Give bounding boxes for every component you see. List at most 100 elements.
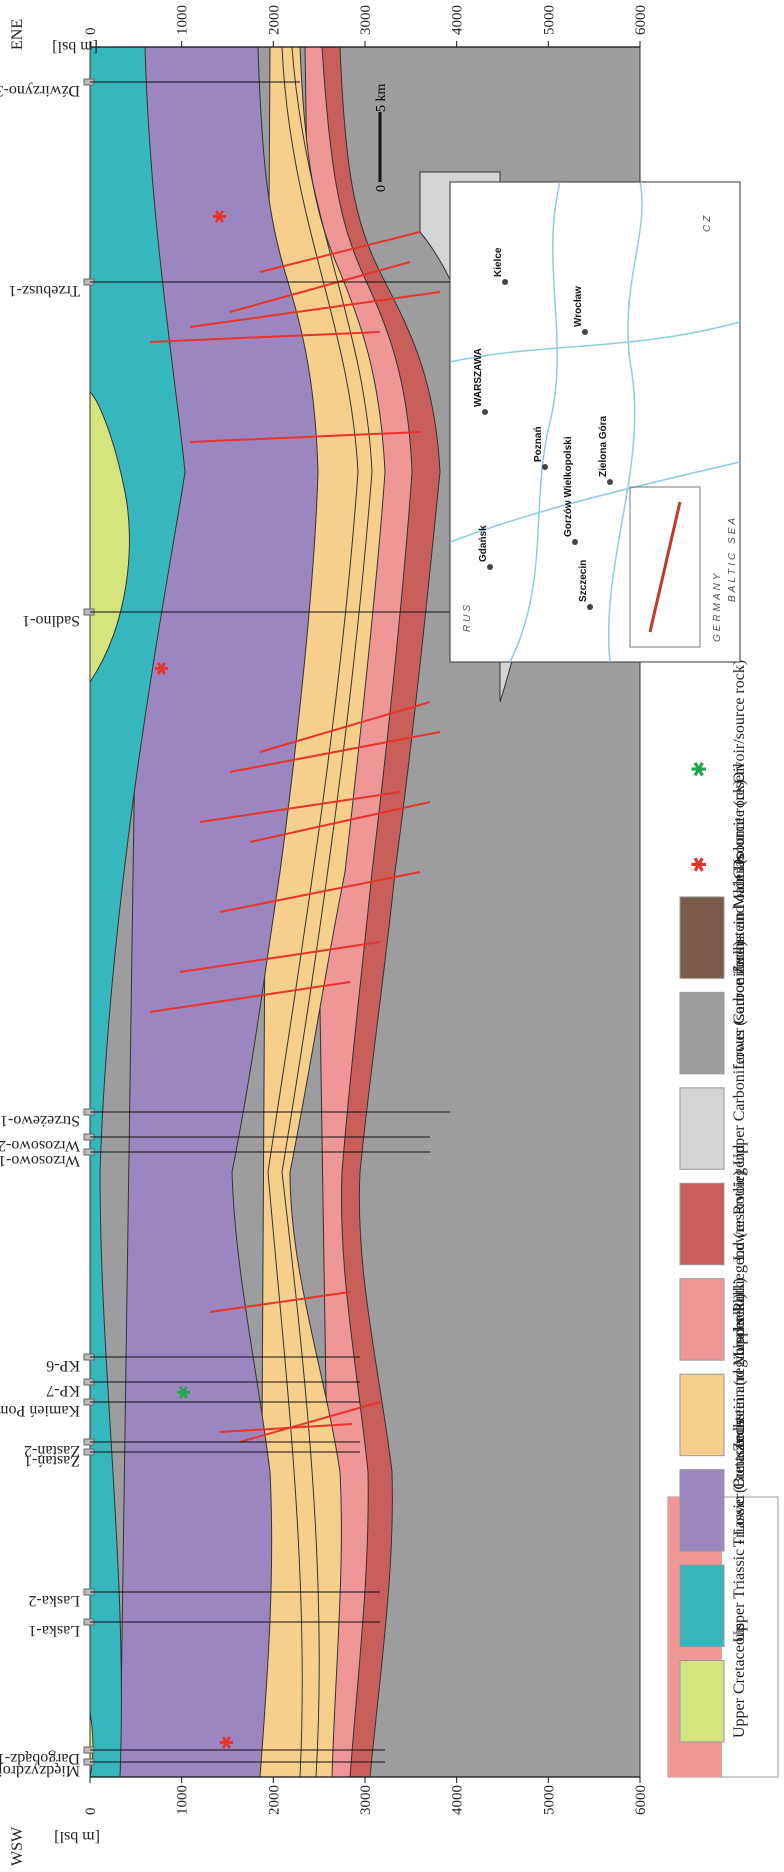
depth-tick-label: 3000 xyxy=(358,5,374,35)
depth-tick-label: 4000 xyxy=(450,5,466,35)
well-label: Dźwirzyno-3 xyxy=(0,82,80,99)
well-label: KP-6 xyxy=(46,1357,80,1374)
well-label: Zastań-1 xyxy=(24,1452,80,1469)
fault-line xyxy=(199,791,401,823)
border-label-baltic: BALTIC SEA xyxy=(727,515,738,602)
section-trace xyxy=(648,501,682,633)
zechstein-boundary-line xyxy=(267,46,359,1778)
legend-swatch xyxy=(679,1182,725,1266)
border-label: RUS xyxy=(462,602,473,632)
fault-line xyxy=(149,331,381,343)
city-marker xyxy=(587,604,593,610)
well-label: Strzeżewo-1 xyxy=(0,1112,80,1129)
border-label: GERMANY xyxy=(712,570,723,642)
fault-line xyxy=(179,941,381,973)
fault-line xyxy=(229,731,441,773)
depth-tick-label: 2000 xyxy=(266,5,282,35)
river xyxy=(607,181,643,663)
city-label: Poznań xyxy=(533,426,544,462)
city-marker xyxy=(487,564,493,570)
well-markers: Międzyzdroje-5Dargobądz-1 Laska-1 Laska-2 Z… xyxy=(0,78,520,1779)
depth-tick-label: 0 xyxy=(83,28,99,36)
scale-bar-zero: 0 xyxy=(374,185,389,192)
legend-label: Zechstein (regional seal) xyxy=(731,1293,748,1451)
depth-tick-label: 1000 xyxy=(175,1785,191,1815)
city-label: Zielona Góra xyxy=(598,415,609,477)
orientation-left-label: WSW xyxy=(9,1826,26,1866)
gas-show-marker: ✱ xyxy=(210,209,230,224)
depth-tick-label: 5000 xyxy=(541,5,557,35)
scale-bar: 0 5 km xyxy=(374,84,389,193)
city-label: Szczecin xyxy=(578,560,589,602)
legend-label: Upper Rotliegend (reservoir) xyxy=(731,1170,748,1356)
well-label: Laska-1 xyxy=(28,1622,80,1639)
city-label: Gdańsk xyxy=(478,525,489,562)
well-label: Dargobądz-1 xyxy=(0,1750,80,1767)
inset-map: BALTIC SEA Gdańsk WARSZAWA Kielce Poznań Gor… xyxy=(449,181,741,663)
fault-line xyxy=(189,291,441,328)
well-label: Laska-2 xyxy=(28,1592,80,1609)
gas-legend-marker: ✱ xyxy=(689,856,711,873)
section-shows: ✱ ✱ ✱ ✱ xyxy=(152,209,237,1750)
river xyxy=(449,461,741,543)
oil-show-marker: ✱ xyxy=(174,1385,194,1400)
legend-label: Oil xyxy=(731,762,748,783)
city-marker xyxy=(482,409,488,415)
well-label: Zastań-2 xyxy=(24,1442,80,1459)
gas-show-marker: ✱ xyxy=(152,661,172,676)
fault-line xyxy=(189,431,421,443)
well-label: Wrzosowo-2 xyxy=(0,1137,80,1154)
legend-label: Gas xyxy=(731,854,748,879)
legend-swatch xyxy=(679,1373,725,1457)
inset-map-frame xyxy=(449,181,741,663)
faults xyxy=(149,231,441,1443)
legend-swatch xyxy=(679,1660,725,1743)
legend-swatch xyxy=(679,1469,725,1552)
depth-tick-label: 6000 xyxy=(633,5,649,35)
legend-label: Lower Carboniferous and older (source ro… xyxy=(731,780,748,1070)
depth-tick-label: 3000 xyxy=(358,1785,374,1815)
well-label: Trzebusz-1 xyxy=(9,282,80,299)
legend-label: Upper Cretaceous xyxy=(731,1623,748,1738)
well-label: Międzyzdroje-5 xyxy=(0,1762,80,1779)
legend-swatch xyxy=(679,1278,725,1361)
depth-unit-right: [m bsl] xyxy=(52,38,98,55)
oil-legend-marker: ✱ xyxy=(689,761,711,778)
depth-tick-label: 1000 xyxy=(175,5,191,35)
river xyxy=(449,321,741,363)
orientation-right-label: ENE xyxy=(9,19,26,50)
fault-line xyxy=(219,1423,353,1433)
legend-swatch xyxy=(679,896,725,979)
city-label: WARSZAWA xyxy=(473,348,484,407)
border-label: CZ xyxy=(702,213,713,232)
city-marker xyxy=(607,479,613,485)
depth-tick-label: 2000 xyxy=(266,1785,282,1815)
section-location-box xyxy=(629,486,701,648)
depth-tick-label: 4000 xyxy=(450,1785,466,1815)
city-marker xyxy=(572,539,578,545)
layer-upper-cretaceous xyxy=(89,390,130,684)
depth-tick-label: 0 xyxy=(83,1808,99,1816)
legend-label: Triassic (Buntsandstein and Muschelkalk) xyxy=(731,1278,748,1547)
depth-axis-right: 0 1000 2000 3000 4000 5000 6000 xyxy=(83,5,649,48)
legend-swatch xyxy=(679,1564,725,1648)
city-marker xyxy=(582,329,588,335)
city-label: Wrocław xyxy=(573,286,584,327)
fault-line xyxy=(249,801,431,843)
city-marker xyxy=(502,279,508,285)
legend-label: Lower Rotliegend xyxy=(731,1145,748,1261)
fault-line xyxy=(259,231,421,273)
well-label: Wrzosowo-1 xyxy=(0,1152,80,1169)
city-label: Gorzów Wielkopolski xyxy=(563,436,574,537)
well-label: Sadlno-1 xyxy=(22,612,80,629)
legend-label: Upper Carboniferous (source rock) xyxy=(731,941,748,1165)
fault-line xyxy=(209,1291,351,1313)
city-label: Kielce xyxy=(493,247,504,277)
fault-line xyxy=(149,981,351,1013)
zechstein-boundary-line xyxy=(281,46,373,1778)
gas-show-marker: ✱ xyxy=(217,1735,237,1750)
